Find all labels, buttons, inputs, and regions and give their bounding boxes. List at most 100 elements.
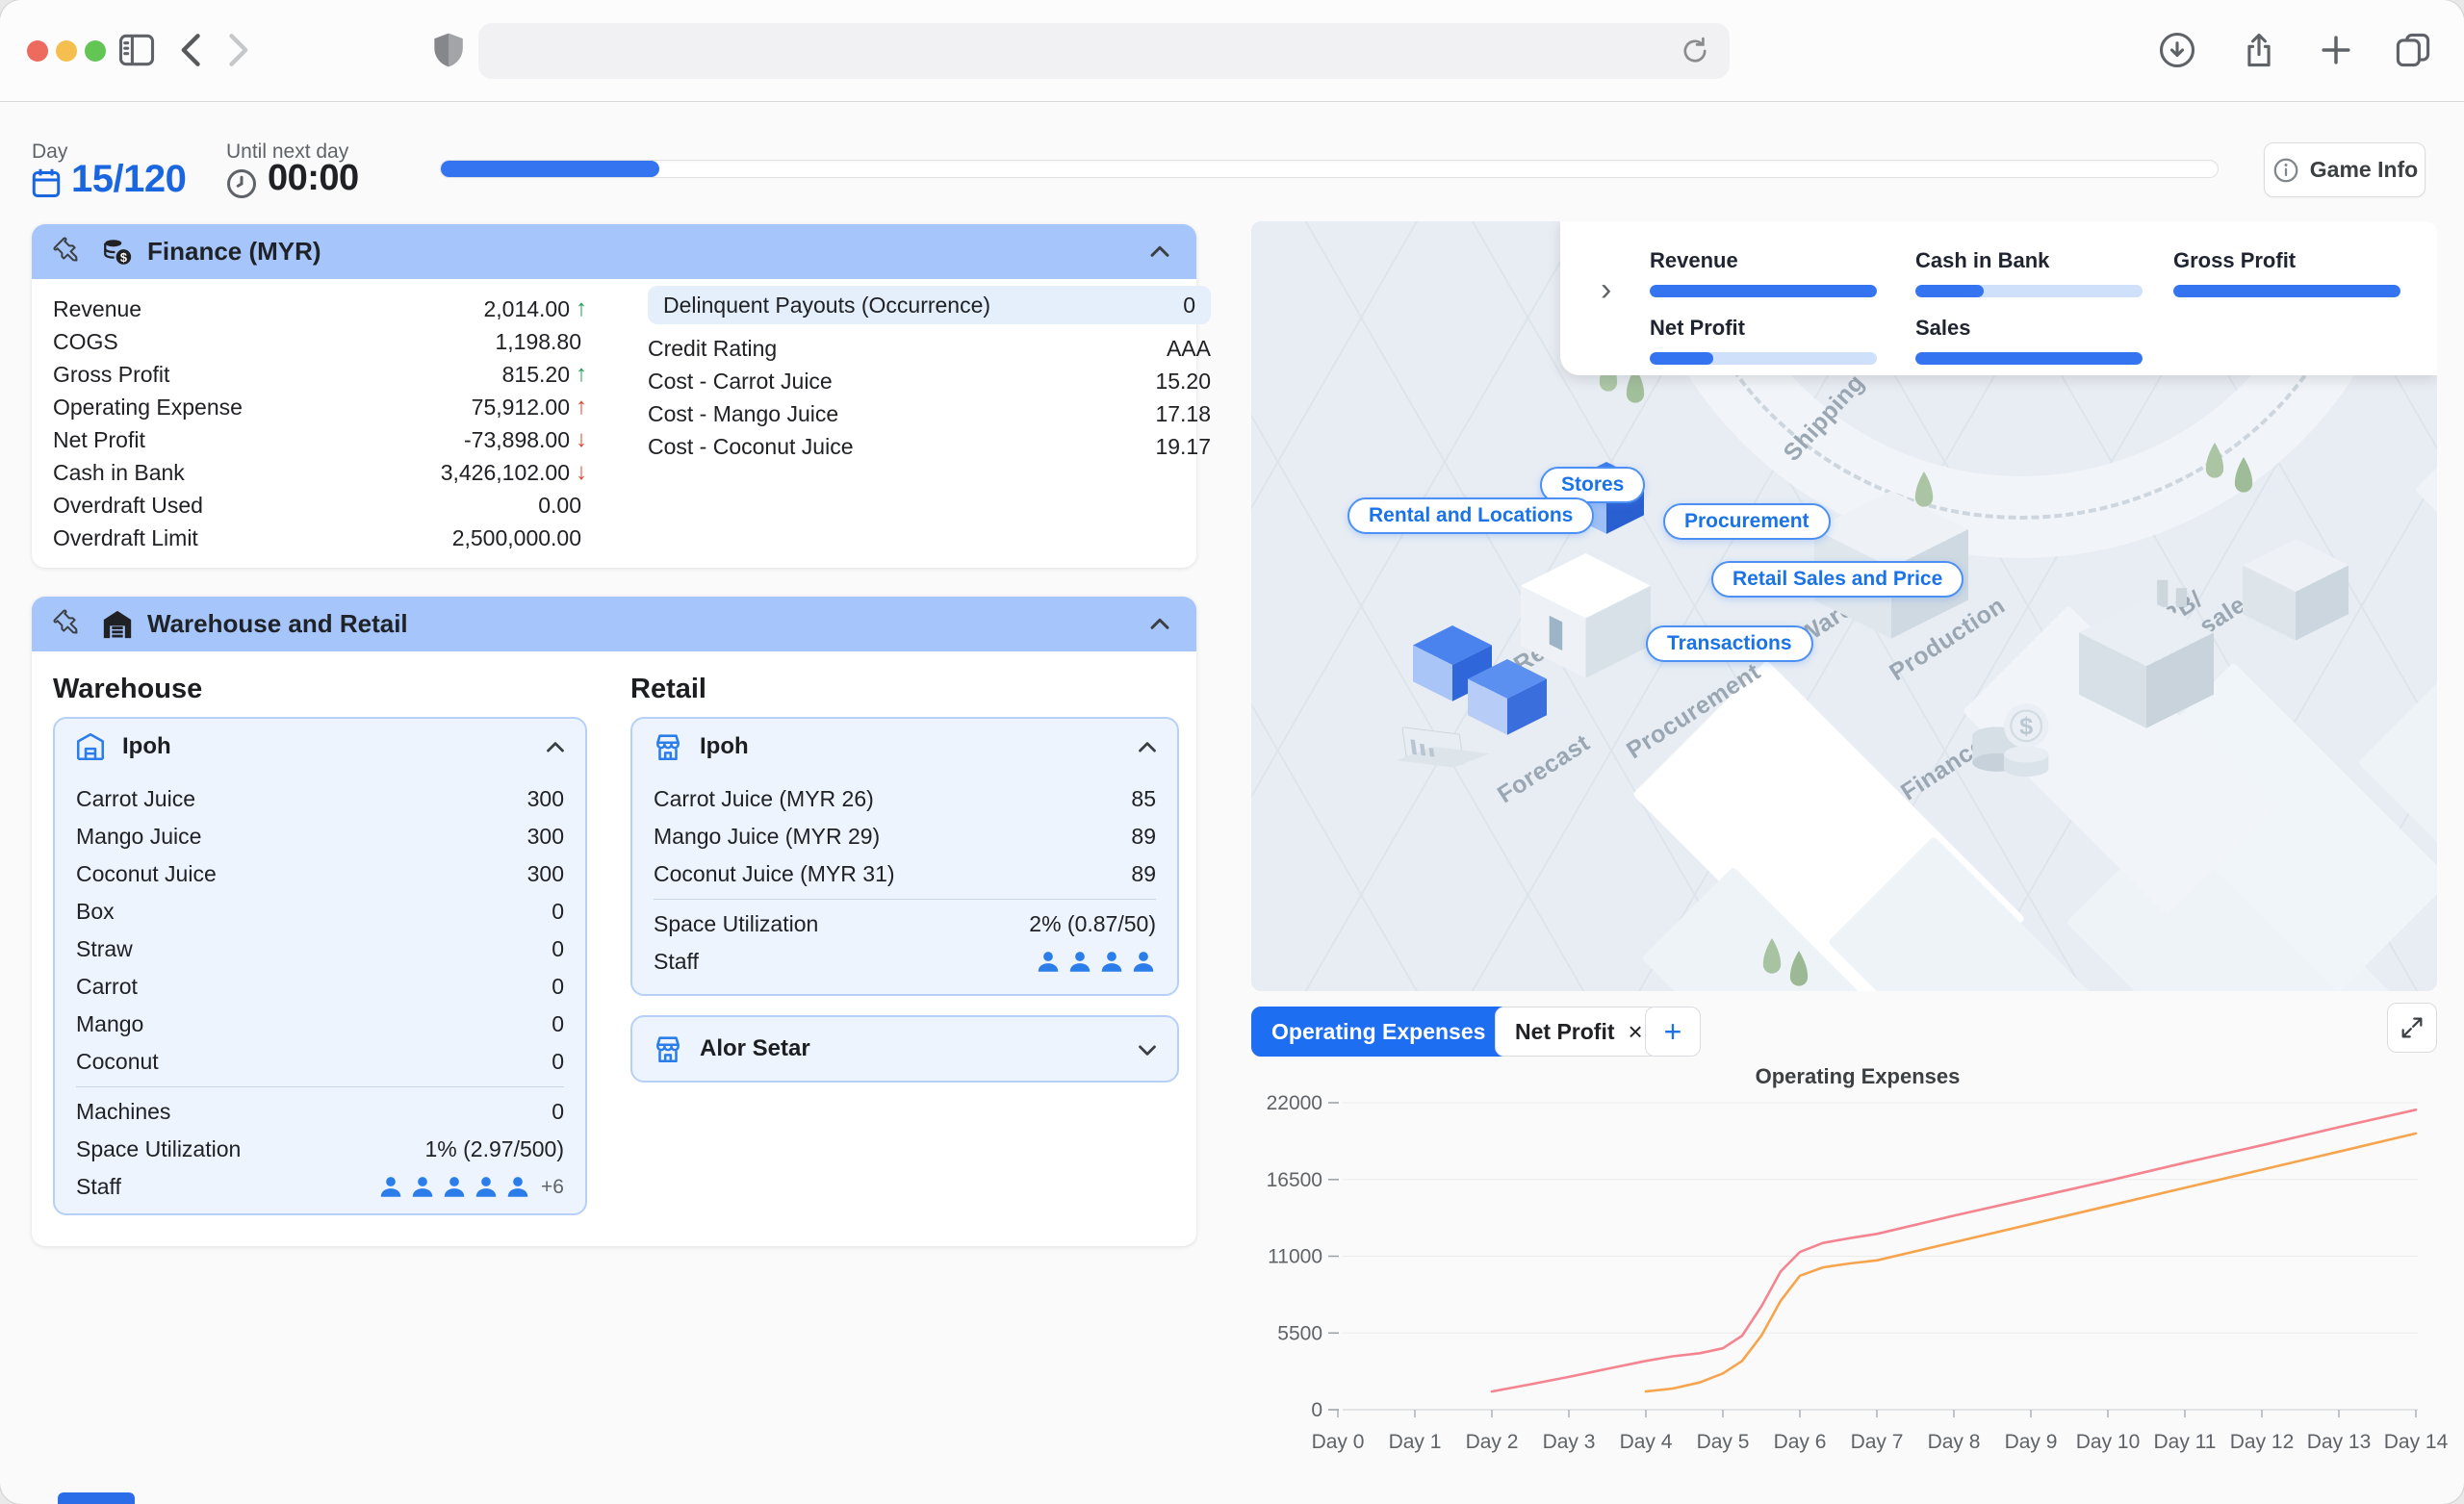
- day-progress-fill: [441, 161, 659, 177]
- map-pill-retail-sales-price[interactable]: Retail Sales and Price: [1711, 561, 1964, 598]
- machines-row: Machines0: [76, 1093, 564, 1131]
- sidebar-toggle-icon[interactable]: [116, 29, 158, 71]
- warehouse-icon: [101, 608, 134, 641]
- staff-row: Staff +6: [76, 1168, 564, 1206]
- finance-row: Cash in Bank3,426,102.00↓: [53, 456, 587, 489]
- trend-arrow-icon: ↑: [576, 394, 587, 421]
- staff-extra-count: +6: [541, 1176, 564, 1199]
- finance-row: Revenue2,014.00↑: [53, 293, 587, 325]
- expand-chart-button[interactable]: [2387, 1003, 2437, 1053]
- kpi-sales: Sales: [1915, 316, 2144, 365]
- staff-icons: [1036, 950, 1156, 975]
- tab-overview-icon[interactable]: [2392, 29, 2434, 71]
- map-pill-rental-and-locations[interactable]: Rental and Locations: [1348, 497, 1594, 534]
- forecast-laptop: [1392, 715, 1496, 792]
- divider: [76, 1086, 564, 1087]
- finance-coins-icon: $: [101, 236, 134, 268]
- chart-tag-net-profit[interactable]: Net Profit ×: [1495, 1007, 1663, 1057]
- collapse-chevron-up-icon[interactable]: [1144, 237, 1175, 268]
- collapse-chevron-up-icon[interactable]: [1133, 733, 1162, 762]
- trend-arrow-icon: ↑: [576, 361, 587, 388]
- browser-window: Day 15/120 Until next day 00:00 Game Inf…: [0, 0, 2464, 1504]
- refresh-icon[interactable]: [1678, 34, 1712, 68]
- map-pill-transactions[interactable]: Transactions: [1646, 625, 1813, 662]
- warehouse-retail-panel-title: Warehouse and Retail: [147, 609, 408, 639]
- staff-person-icon: [474, 1175, 499, 1200]
- map-label-forecast: Forecast: [1493, 729, 1596, 809]
- privacy-shield-icon[interactable]: [427, 29, 470, 71]
- warehouse-card-name: Ipoh: [122, 733, 171, 760]
- svg-text:Day 7: Day 7: [1851, 1431, 1904, 1453]
- staff-person-icon: [442, 1175, 467, 1200]
- bottom-toast-peek: [58, 1492, 135, 1504]
- collapse-chevron-up-icon[interactable]: [541, 733, 570, 762]
- tree: [1761, 938, 1783, 974]
- remove-tag-icon[interactable]: ×: [1629, 1017, 1643, 1047]
- warehouse-items: Carrot Juice300 Mango Juice300 Coconut J…: [76, 780, 564, 1206]
- chart-plot-area: 05500110001650022000Day 0Day 1Day 2Day 3…: [1251, 1058, 2464, 1482]
- inventory-row: Coconut0: [76, 1043, 564, 1081]
- back-icon[interactable]: [171, 29, 214, 71]
- game-info-button[interactable]: Game Info: [2264, 142, 2426, 197]
- finance-panel: $ Finance (MYR) Revenue2,014.00↑ COGS1,1…: [32, 224, 1196, 568]
- finance-row-highlight: Delinquent Payouts (Occurrence)0: [648, 286, 1211, 324]
- tree: [1788, 951, 1810, 986]
- expand-icon: [2399, 1014, 2426, 1041]
- pin-icon[interactable]: [53, 609, 84, 640]
- add-chart-series-button[interactable]: +: [1645, 1007, 1701, 1057]
- maximize-window-button[interactable]: [85, 40, 106, 62]
- svg-text:Day 2: Day 2: [1466, 1431, 1519, 1453]
- divider: [654, 899, 1156, 900]
- staff-row: Staff: [654, 943, 1156, 981]
- svg-text:$: $: [2019, 713, 2033, 740]
- kpi-panel-collapse-chevron[interactable]: ›: [1601, 271, 1611, 309]
- svg-text:Day 8: Day 8: [1928, 1431, 1981, 1453]
- trend-arrow-icon: ↓: [576, 426, 587, 453]
- factory-building: [2079, 577, 2214, 728]
- minimize-window-button[interactable]: [56, 40, 77, 62]
- finance-panel-header[interactable]: $ Finance (MYR): [32, 224, 1196, 279]
- retail-location-card: Ipoh Carrot Juice (MYR 26)85 Mango Juice…: [630, 717, 1179, 996]
- map-pill-procurement[interactable]: Procurement: [1663, 503, 1831, 540]
- forward-icon[interactable]: [216, 29, 258, 71]
- svg-text:Day 13: Day 13: [2307, 1431, 2372, 1453]
- kpi-revenue: Revenue: [1650, 248, 1879, 297]
- warehouse-retail-panel-header[interactable]: Warehouse and Retail: [32, 597, 1196, 651]
- svg-text:Day 14: Day 14: [2384, 1431, 2449, 1453]
- tree: [1913, 472, 1935, 507]
- collapse-chevron-up-icon[interactable]: [1144, 609, 1175, 640]
- chart-tag-operating-expenses[interactable]: Operating Expenses ×: [1251, 1007, 1534, 1057]
- kpi-gross-profit: Gross Profit: [2173, 248, 2402, 297]
- inventory-row: Carrot Juice (MYR 26)85: [654, 780, 1156, 818]
- svg-text:Day 10: Day 10: [2076, 1431, 2141, 1453]
- retail-card-header[interactable]: Alor Setar: [632, 1017, 1177, 1081]
- coins-stack: $: [1968, 683, 2060, 795]
- svg-text:Day 1: Day 1: [1389, 1431, 1442, 1453]
- expand-chevron-down-icon[interactable]: [1133, 1035, 1162, 1064]
- finance-row: Cost - Mango Juice17.18: [648, 397, 1211, 430]
- new-tab-icon[interactable]: [2315, 29, 2357, 71]
- downloads-icon[interactable]: [2156, 29, 2198, 71]
- space-utilization-row: Space Utilization1% (2.97/500): [76, 1131, 564, 1168]
- retail-location-card-collapsed: Alor Setar: [630, 1015, 1179, 1083]
- pin-icon[interactable]: [53, 237, 84, 268]
- finance-row: Overdraft Used0.00: [53, 489, 587, 522]
- retail-card-header[interactable]: Ipoh: [632, 719, 1177, 775]
- warehouse-card-header[interactable]: Ipoh: [55, 719, 585, 775]
- share-icon[interactable]: [2238, 29, 2280, 71]
- staff-person-icon: [1067, 950, 1092, 975]
- kpi-net-profit: Net Profit: [1650, 316, 1879, 365]
- warehouse-retail-panel: Warehouse and Retail Warehouse Retail Ip…: [32, 597, 1196, 1246]
- finance-row: Net Profit-73,898.00↓: [53, 423, 587, 456]
- game-map[interactable]: Shipping Retail Procurement Forecast Fin…: [1251, 221, 2437, 991]
- close-window-button[interactable]: [27, 40, 48, 62]
- calendar-icon: [29, 166, 64, 200]
- address-bar[interactable]: [478, 23, 1730, 79]
- staff-person-icon: [505, 1175, 530, 1200]
- kpi-cash-in-bank: Cash in Bank: [1915, 248, 2144, 297]
- staff-person-icon: [1131, 950, 1156, 975]
- staff-person-icon: [410, 1175, 435, 1200]
- inventory-row: Straw0: [76, 930, 564, 968]
- tree: [2204, 443, 2225, 478]
- retail-card-name: Ipoh: [700, 733, 749, 760]
